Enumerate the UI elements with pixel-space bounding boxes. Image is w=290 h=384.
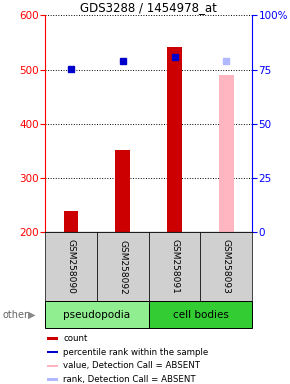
Bar	[167, 47, 182, 232]
Bar	[200, 232, 252, 301]
Bar	[219, 75, 234, 232]
Text: count: count	[63, 334, 88, 343]
Bar	[64, 210, 78, 232]
Text: percentile rank within the sample: percentile rank within the sample	[63, 348, 209, 357]
Title: GDS3288 / 1454978_at: GDS3288 / 1454978_at	[80, 1, 217, 14]
Bar	[47, 378, 58, 381]
Text: pseudopodia: pseudopodia	[63, 310, 130, 320]
Bar	[97, 232, 148, 301]
Text: cell bodies: cell bodies	[173, 310, 229, 320]
Bar	[47, 351, 58, 353]
Text: value, Detection Call = ABSENT: value, Detection Call = ABSENT	[63, 361, 200, 370]
Bar	[148, 232, 200, 301]
Bar	[45, 232, 97, 301]
Text: GSM258091: GSM258091	[170, 240, 179, 294]
Bar	[47, 337, 58, 339]
Text: other: other	[3, 310, 29, 320]
Bar	[47, 364, 58, 367]
Text: GSM258093: GSM258093	[222, 240, 231, 294]
Text: rank, Detection Call = ABSENT: rank, Detection Call = ABSENT	[63, 375, 196, 384]
Bar	[45, 301, 148, 328]
Text: GSM258092: GSM258092	[118, 240, 127, 294]
Bar	[148, 301, 252, 328]
Text: ▶: ▶	[28, 310, 35, 320]
Bar	[115, 150, 130, 232]
Text: GSM258090: GSM258090	[66, 240, 75, 294]
